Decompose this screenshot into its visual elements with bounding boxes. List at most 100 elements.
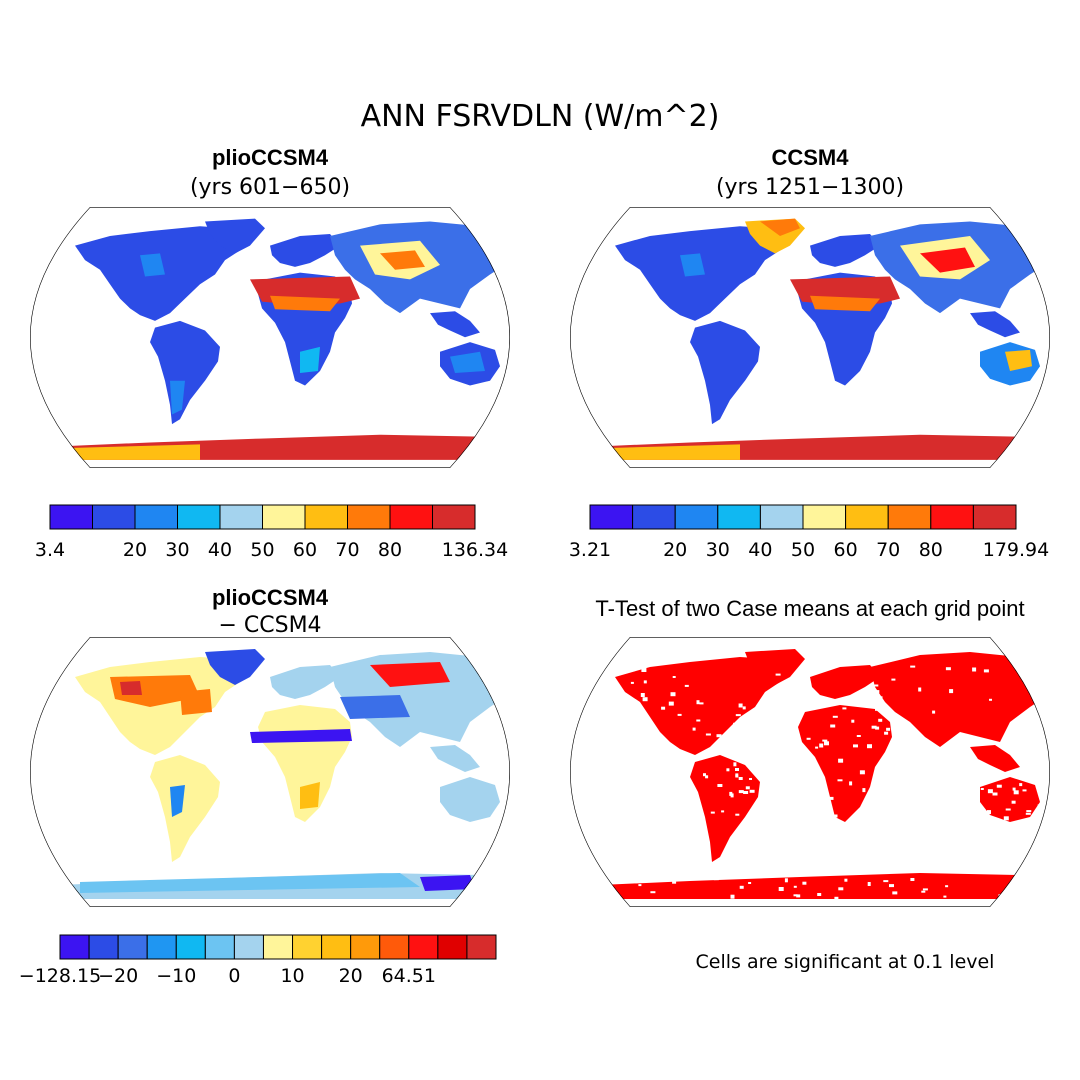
insignificant-cell: [735, 773, 739, 777]
insignificant-cell: [1039, 664, 1043, 669]
panel-a-subtitle: (yrs 601−650): [190, 175, 350, 200]
insignificant-cell: [1005, 808, 1011, 811]
colorbar-c-tick-label: −20: [98, 965, 138, 987]
insignificant-cell: [853, 744, 858, 748]
colorbar-a-swatch: [389, 504, 433, 530]
insignificant-cell: [698, 851, 704, 854]
insignificant-cell: [884, 731, 889, 735]
insignificant-cell: [921, 890, 926, 893]
colorbar-b-swatch: [972, 504, 1017, 530]
insignificant-cell: [1035, 665, 1039, 670]
insignificant-cell: [824, 741, 829, 746]
insignificant-cell: [620, 716, 624, 720]
insignificant-cell: [910, 665, 916, 668]
insignificant-cell: [696, 700, 700, 705]
colorbar-c-swatch: [204, 934, 235, 960]
insignificant-cell: [867, 882, 871, 886]
insignificant-cell: [743, 791, 749, 794]
insignificant-cell: [730, 894, 735, 899]
colorbar-b-swatch: [674, 504, 719, 530]
colorbar-c-swatch: [59, 934, 90, 960]
insignificant-cell: [819, 743, 824, 748]
colorbar-b-tick-label: 3.21: [569, 539, 611, 561]
insignificant-cell: [1019, 783, 1023, 787]
insignificant-cell: [806, 737, 811, 740]
insignificant-cell: [699, 702, 704, 705]
insignificant-cell: [672, 676, 676, 678]
colorbar-c-swatch: [233, 934, 264, 960]
colorbar-c-swatch: [292, 934, 323, 960]
colorbar-b-swatch: [802, 504, 847, 530]
insignificant-cell: [635, 714, 639, 718]
colorbar-b-swatch: [930, 504, 974, 530]
insignificant-cell: [871, 658, 875, 661]
insignificant-cell: [721, 810, 725, 813]
insignificant-cell: [868, 793, 873, 797]
colorbar-a-swatch: [134, 504, 178, 530]
insignificant-cell: [705, 733, 711, 736]
insignificant-cell: [883, 880, 889, 883]
insignificant-cell: [627, 700, 633, 703]
panel-d-map: [570, 637, 1050, 907]
insignificant-cell: [729, 791, 733, 796]
colorbar-b-swatch: [632, 504, 676, 530]
colorbar-b-swatch: [759, 504, 804, 530]
colorbar-a-swatch: [219, 504, 263, 530]
insignificant-cell: [879, 696, 883, 700]
colorbar-b-swatch: [717, 504, 761, 530]
insignificant-cell: [949, 689, 954, 694]
insignificant-cell: [878, 718, 883, 722]
insignificant-cell: [748, 882, 752, 884]
colorbar-c-swatch: [117, 934, 148, 960]
insignificant-cell: [703, 773, 706, 777]
colorbar-c-tick-label: −10: [156, 965, 196, 987]
colorbar-b-tick-label: 30: [706, 539, 730, 561]
colorbar-b-tick-label: 179.94: [983, 539, 1049, 561]
colorbar-c-swatch: [146, 934, 177, 960]
panel-d-note: Cells are significant at 0.1 level: [696, 951, 995, 973]
insignificant-cell: [989, 698, 992, 701]
insignificant-cell: [739, 885, 744, 889]
insignificant-cell: [808, 814, 813, 817]
colorbar-a-swatch: [262, 504, 306, 530]
insignificant-cell: [918, 687, 922, 692]
insignificant-cell: [1012, 787, 1016, 791]
insignificant-cell: [875, 708, 878, 711]
insignificant-cell: [829, 796, 834, 800]
insignificant-cell: [904, 724, 910, 728]
colorbar-b-tick-label: 50: [791, 539, 815, 561]
colorbar-c-swatch: [88, 934, 119, 960]
panel-b-map: [570, 207, 1050, 468]
insignificant-cell: [842, 707, 847, 710]
insignificant-cell: [943, 895, 947, 898]
insignificant-cell: [871, 725, 877, 729]
insignificant-cell: [745, 786, 750, 790]
insignificant-cell: [668, 701, 674, 706]
colorbar-c-tick-label: −128.15: [19, 965, 101, 987]
colorbar-c-swatch: [350, 934, 381, 960]
insignificant-cell: [793, 885, 797, 888]
insignificant-cell: [735, 775, 739, 778]
insignificant-cell: [602, 878, 607, 883]
insignificant-cell: [696, 719, 701, 722]
insignificant-cell: [945, 885, 949, 888]
insignificant-cell: [640, 693, 645, 697]
insignificant-cell: [859, 770, 865, 775]
insignificant-cell: [705, 775, 709, 779]
insignificant-cell: [837, 779, 843, 782]
figure-title: ANN FSRVDLN (W/m^2): [361, 99, 720, 134]
colorbar-b-swatch: [589, 504, 634, 530]
colorbar-c-swatch: [175, 934, 206, 960]
insignificant-cell: [716, 734, 722, 738]
insignificant-cell: [735, 714, 741, 717]
insignificant-cell: [745, 827, 749, 832]
insignificant-cell: [851, 719, 855, 723]
insignificant-cell: [983, 669, 989, 673]
insignificant-cell: [726, 768, 730, 772]
colorbar-b-tick-label: 60: [834, 539, 858, 561]
colorbar-a-swatch: [432, 504, 476, 530]
insignificant-cell: [738, 703, 743, 708]
panel-d-title: T-Test of two Case means at each grid po…: [595, 596, 1024, 621]
insignificant-cell: [735, 846, 741, 850]
panel-c-map: [30, 637, 510, 907]
